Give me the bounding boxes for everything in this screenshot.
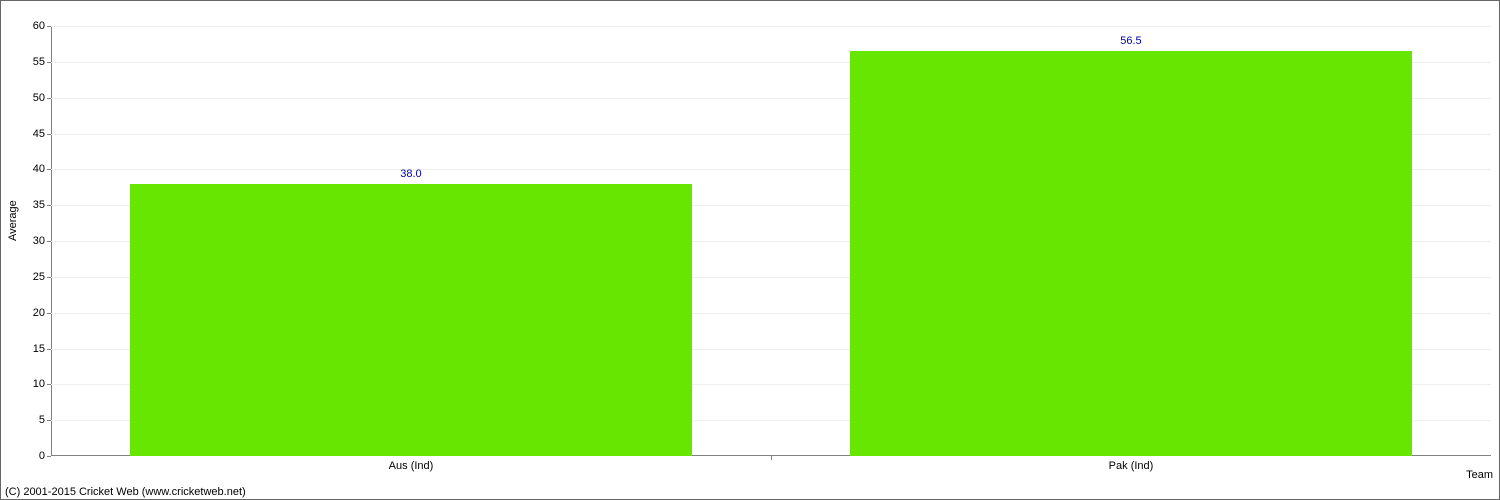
- y-tick-label: 5: [39, 414, 45, 426]
- y-tick-mark: [47, 169, 51, 170]
- bar: 38.0: [130, 184, 692, 456]
- y-tick-mark: [47, 134, 51, 135]
- y-tick-mark: [47, 277, 51, 278]
- y-tick-mark: [47, 26, 51, 27]
- y-tick-mark: [47, 205, 51, 206]
- copyright-text: (C) 2001-2015 Cricket Web (www.cricketwe…: [5, 486, 246, 498]
- bar: 56.5: [850, 51, 1412, 456]
- category-label: Pak (Ind): [1109, 460, 1154, 472]
- y-tick-label: 35: [33, 199, 45, 211]
- chart-frame: Average Team 05101520253035404550556038.…: [0, 0, 1500, 500]
- y-tick-label: 20: [33, 307, 45, 319]
- y-tick-label: 25: [33, 271, 45, 283]
- y-tick-mark: [47, 62, 51, 63]
- category-label: Aus (Ind): [389, 460, 434, 472]
- x-axis-label: Team: [1466, 469, 1493, 481]
- plot-area: 05101520253035404550556038.0Aus (Ind)56.…: [51, 26, 1491, 456]
- y-tick-mark: [47, 313, 51, 314]
- y-tick-label: 50: [33, 92, 45, 104]
- y-tick-label: 0: [39, 450, 45, 462]
- y-tick-label: 10: [33, 378, 45, 390]
- y-axis-label: Average: [7, 200, 19, 241]
- bar-value-label: 38.0: [130, 168, 692, 180]
- y-tick-mark: [47, 98, 51, 99]
- y-tick-label: 40: [33, 163, 45, 175]
- y-tick-mark: [47, 420, 51, 421]
- y-tick-mark: [47, 384, 51, 385]
- y-tick-label: 60: [33, 20, 45, 32]
- y-tick-mark: [47, 456, 51, 457]
- y-tick-mark: [47, 349, 51, 350]
- grid-line: [51, 26, 1491, 27]
- y-tick-label: 15: [33, 343, 45, 355]
- x-tick-mark: [771, 456, 772, 460]
- y-tick-label: 55: [33, 56, 45, 68]
- y-tick-label: 30: [33, 235, 45, 247]
- bar-value-label: 56.5: [850, 35, 1412, 47]
- y-tick-mark: [47, 241, 51, 242]
- y-tick-label: 45: [33, 128, 45, 140]
